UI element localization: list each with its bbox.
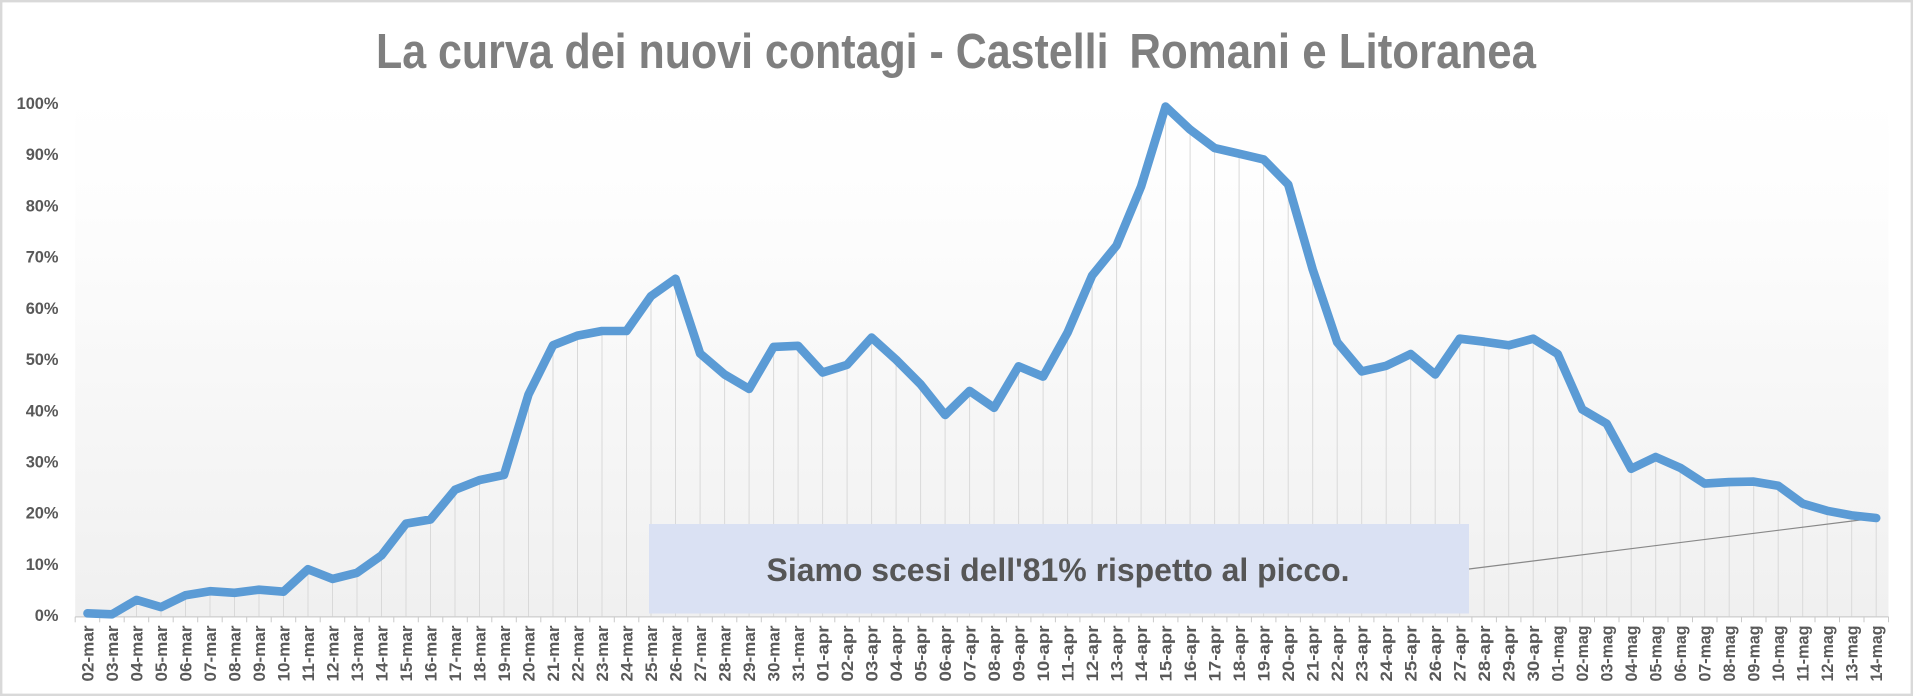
svg-text:06-mag: 06-mag (1672, 626, 1690, 682)
svg-text:20%: 20% (26, 505, 59, 523)
svg-text:04-mag: 04-mag (1623, 626, 1641, 682)
svg-text:30%: 30% (26, 454, 59, 472)
svg-text:01-mag: 01-mag (1550, 626, 1568, 682)
svg-text:06-mar: 06-mar (177, 625, 195, 682)
svg-text:20-mar: 20-mar (520, 625, 538, 682)
svg-text:13-mag: 13-mag (1844, 626, 1862, 682)
svg-text:21-mar: 21-mar (545, 625, 563, 682)
svg-text:22-apr: 22-apr (1329, 625, 1347, 682)
svg-text:09-mag: 09-mag (1746, 626, 1764, 682)
svg-text:25-mar: 25-mar (643, 625, 661, 682)
svg-text:80%: 80% (26, 197, 59, 215)
svg-text:03-apr: 03-apr (864, 625, 882, 682)
svg-text:21-apr: 21-apr (1305, 625, 1323, 682)
svg-text:30-apr: 30-apr (1525, 625, 1543, 682)
svg-text:09-apr: 09-apr (1011, 625, 1029, 682)
svg-text:15-apr: 15-apr (1158, 625, 1176, 682)
svg-text:13-mar: 13-mar (349, 625, 367, 682)
svg-text:40%: 40% (26, 402, 59, 420)
svg-text:19-mar: 19-mar (496, 625, 514, 682)
svg-text:02-mar: 02-mar (79, 625, 97, 682)
svg-text:30-mar: 30-mar (766, 625, 784, 682)
svg-text:20-apr: 20-apr (1280, 625, 1298, 682)
svg-text:12-mag: 12-mag (1819, 626, 1837, 682)
svg-text:11-mag: 11-mag (1795, 626, 1813, 682)
svg-text:14-mar: 14-mar (373, 625, 391, 682)
svg-text:23-mar: 23-mar (594, 625, 612, 682)
svg-text:10%: 10% (26, 556, 59, 574)
svg-text:28-apr: 28-apr (1476, 625, 1494, 682)
svg-text:07-mar: 07-mar (202, 625, 220, 682)
svg-text:17-mar: 17-mar (447, 625, 465, 682)
svg-text:13-apr: 13-apr (1109, 625, 1127, 682)
svg-text:01-apr: 01-apr (815, 625, 833, 682)
svg-text:03-mar: 03-mar (104, 625, 122, 682)
svg-text:28-mar: 28-mar (717, 625, 735, 682)
svg-text:26-mar: 26-mar (667, 625, 685, 682)
svg-text:16-mar: 16-mar (422, 625, 440, 682)
svg-text:11-mar: 11-mar (300, 625, 318, 682)
svg-text:Siamo scesi dell'81% rispetto: Siamo scesi dell'81% rispetto al picco. (767, 552, 1350, 588)
svg-text:90%: 90% (26, 146, 59, 164)
svg-text:22-mar: 22-mar (569, 625, 587, 682)
svg-text:02-mag: 02-mag (1574, 626, 1592, 682)
svg-text:15-mar: 15-mar (398, 625, 416, 682)
svg-text:04-apr: 04-apr (888, 625, 906, 682)
svg-text:23-apr: 23-apr (1354, 625, 1372, 682)
svg-text:10-mar: 10-mar (275, 625, 293, 682)
svg-text:12-mar: 12-mar (324, 625, 342, 682)
svg-text:18-mar: 18-mar (471, 625, 489, 682)
svg-text:05-mag: 05-mag (1648, 626, 1666, 682)
svg-text:24-apr: 24-apr (1378, 625, 1396, 682)
svg-text:08-apr: 08-apr (986, 625, 1004, 682)
svg-text:07-apr: 07-apr (962, 625, 980, 682)
svg-text:14-mag: 14-mag (1868, 626, 1886, 682)
svg-text:04-mar: 04-mar (128, 625, 146, 682)
svg-text:27-mar: 27-mar (692, 625, 710, 682)
svg-text:25-apr: 25-apr (1403, 625, 1421, 682)
svg-text:24-mar: 24-mar (618, 625, 636, 682)
svg-text:10-mag: 10-mag (1770, 626, 1788, 682)
svg-text:100%: 100% (17, 95, 59, 113)
svg-text:05-mar: 05-mar (153, 625, 171, 682)
svg-text:02-apr: 02-apr (839, 625, 857, 682)
svg-text:70%: 70% (26, 249, 59, 267)
svg-text:09-mar: 09-mar (251, 625, 269, 682)
svg-text:19-apr: 19-apr (1256, 625, 1274, 682)
svg-text:60%: 60% (26, 300, 59, 318)
svg-text:07-mag: 07-mag (1697, 626, 1715, 682)
svg-text:27-apr: 27-apr (1452, 625, 1470, 682)
svg-text:0%: 0% (35, 607, 59, 625)
svg-text:05-apr: 05-apr (913, 625, 931, 682)
svg-text:16-apr: 16-apr (1182, 625, 1200, 682)
svg-text:50%: 50% (26, 351, 59, 369)
svg-text:06-apr: 06-apr (937, 625, 955, 682)
svg-text:08-mag: 08-mag (1721, 626, 1739, 682)
svg-text:17-apr: 17-apr (1207, 625, 1225, 682)
svg-text:14-apr: 14-apr (1133, 625, 1151, 682)
svg-text:08-mar: 08-mar (226, 625, 244, 682)
svg-text:11-apr: 11-apr (1060, 625, 1078, 682)
svg-text:10-apr: 10-apr (1035, 625, 1053, 682)
svg-text:Romani e Litoranea: Romani e Litoranea (1129, 25, 1536, 79)
svg-text:18-apr: 18-apr (1231, 625, 1249, 682)
svg-text:26-apr: 26-apr (1427, 625, 1445, 682)
svg-text:12-apr: 12-apr (1084, 625, 1102, 682)
svg-text:31-mar: 31-mar (790, 625, 808, 682)
svg-text:29-mar: 29-mar (741, 625, 759, 682)
svg-text:La curva dei nuovi contagi - C: La curva dei nuovi contagi - Castelli (376, 25, 1109, 79)
svg-text:03-mag: 03-mag (1599, 626, 1617, 682)
svg-text:29-apr: 29-apr (1501, 625, 1519, 682)
